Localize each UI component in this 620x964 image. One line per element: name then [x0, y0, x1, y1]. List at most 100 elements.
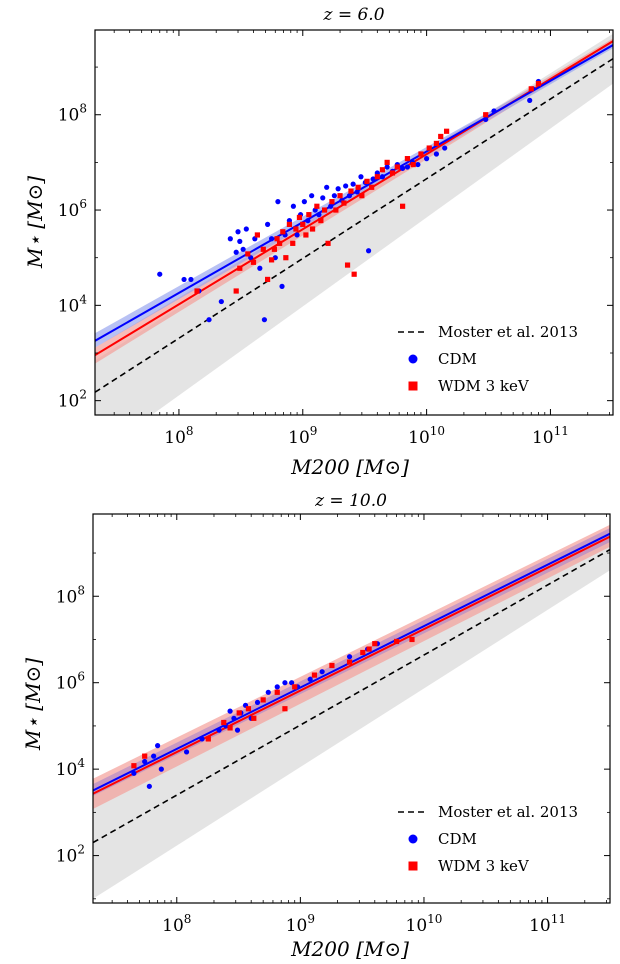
cdm-point	[142, 758, 148, 765]
wdm-point	[293, 226, 299, 232]
wdm-point	[274, 689, 280, 695]
cdm-point	[158, 766, 164, 772]
wdm-point	[360, 649, 366, 656]
wdm-point	[296, 214, 303, 221]
legend-circle-icon	[408, 834, 418, 844]
wdm-point	[142, 753, 148, 759]
plot-frame	[94, 29, 614, 416]
x-tick-label: 1011	[532, 424, 569, 448]
wdm-point	[233, 288, 239, 294]
wdm-point	[394, 164, 400, 170]
cdm-point	[265, 221, 271, 227]
legend-label: Moster et al. 2013	[438, 323, 578, 341]
x-tick-label: 108	[164, 424, 193, 448]
wdm-point	[286, 221, 293, 227]
cdm-point	[346, 654, 353, 660]
y-tick-label: 102	[56, 843, 85, 867]
wdm-point	[245, 706, 252, 712]
y-tick-label: 102	[58, 388, 87, 412]
wdm-point	[194, 288, 200, 294]
wdm-point	[314, 203, 320, 209]
cdm-point	[415, 161, 421, 168]
legend-square-icon	[408, 381, 418, 391]
wdm-point	[329, 662, 335, 669]
wdm-point	[348, 188, 354, 194]
y-axis-label: M⋆ [M⊙]	[21, 658, 45, 751]
cdm-point	[206, 317, 212, 323]
wdm-point	[535, 81, 542, 87]
wdm-point	[351, 271, 357, 277]
wdm-point	[260, 697, 266, 703]
wdm-point	[282, 706, 288, 712]
chart-panel-z6: z = 6.0 108 109 1010 1011 102 104 106 108 M200 …	[23, 5, 614, 479]
y-tick-label: 108	[58, 102, 87, 126]
wdm-point	[237, 265, 243, 271]
y-axis-label: M⋆ [M⊙]	[23, 176, 47, 269]
wdm-point	[438, 133, 444, 140]
x-tick-label: 1011	[529, 912, 566, 936]
cdm-point	[243, 226, 249, 232]
wdm-point	[274, 236, 280, 242]
cdm-point	[404, 164, 411, 170]
wdm-point	[205, 736, 211, 742]
cdm-point	[227, 236, 233, 242]
cdm-point	[261, 317, 268, 323]
wdm-point	[283, 255, 289, 261]
wdm-point	[400, 203, 406, 209]
wdm-point	[221, 719, 227, 726]
cdm-point	[235, 229, 241, 235]
wdm-point	[254, 232, 260, 238]
y-tick-label: 106	[58, 197, 87, 221]
wdm-point	[245, 251, 251, 257]
cdm-point	[358, 174, 364, 180]
cdm-point	[307, 676, 313, 682]
wdm-point	[409, 636, 415, 643]
wdm-point	[483, 112, 489, 118]
x-axis-label: M200 [M⊙]	[290, 937, 409, 961]
wdm-point	[333, 207, 339, 213]
cdm-point	[320, 195, 326, 201]
legend-square-icon	[408, 861, 418, 871]
wdm-point	[528, 86, 534, 92]
legend-label: WDM 3 keV	[438, 377, 530, 395]
band-moster-et-al-2013	[93, 535, 610, 899]
cdm-point	[275, 199, 281, 205]
cdm-point	[257, 265, 263, 271]
wdm-point	[318, 218, 324, 224]
legend: Moster et al. 2013 CDM WDM 3 keV	[398, 803, 578, 875]
cdm-point	[400, 165, 406, 171]
cdm-point	[231, 715, 237, 721]
chart-svg-z10: z = 10.0 108 109 1010 1011 102 104 106 108 M200…	[21, 491, 611, 961]
cdm-point	[324, 184, 330, 190]
cdm-point	[227, 708, 233, 714]
cdm-point	[234, 727, 241, 733]
line-moster-et-al-2013	[95, 58, 613, 393]
cdm-point	[151, 753, 157, 759]
wdm-point	[325, 240, 331, 246]
cdm-point	[424, 156, 430, 162]
cdm-point	[442, 145, 448, 151]
wdm-point	[433, 140, 440, 147]
chart-title: z = 10.0	[314, 491, 387, 511]
wdm-point	[389, 170, 396, 176]
legend: Moster et al. 2013 CDM WDM 3 keV	[398, 323, 578, 395]
y-tick-label: 108	[56, 583, 85, 607]
wdm-point	[344, 262, 351, 268]
wdm-point	[341, 200, 347, 206]
cdm-point	[316, 212, 322, 218]
cdm-point	[384, 164, 390, 170]
cdm-point	[305, 218, 311, 224]
wdm-point	[366, 646, 372, 652]
cdm-point	[343, 183, 349, 189]
cdm-point	[240, 246, 246, 252]
cdm-point	[279, 283, 285, 289]
chart-panel-z10: z = 10.0 108 109 1010 1011 102 104 106 108 M200…	[0, 482, 620, 964]
wdm-point	[364, 178, 370, 184]
x-tick-label: 108	[162, 912, 191, 936]
cdm-point	[265, 689, 271, 695]
cdm-point	[181, 276, 187, 283]
wdm-point	[250, 259, 257, 265]
wdm-point	[374, 174, 380, 180]
cdm-point	[199, 736, 205, 742]
plot-frame	[92, 513, 611, 904]
